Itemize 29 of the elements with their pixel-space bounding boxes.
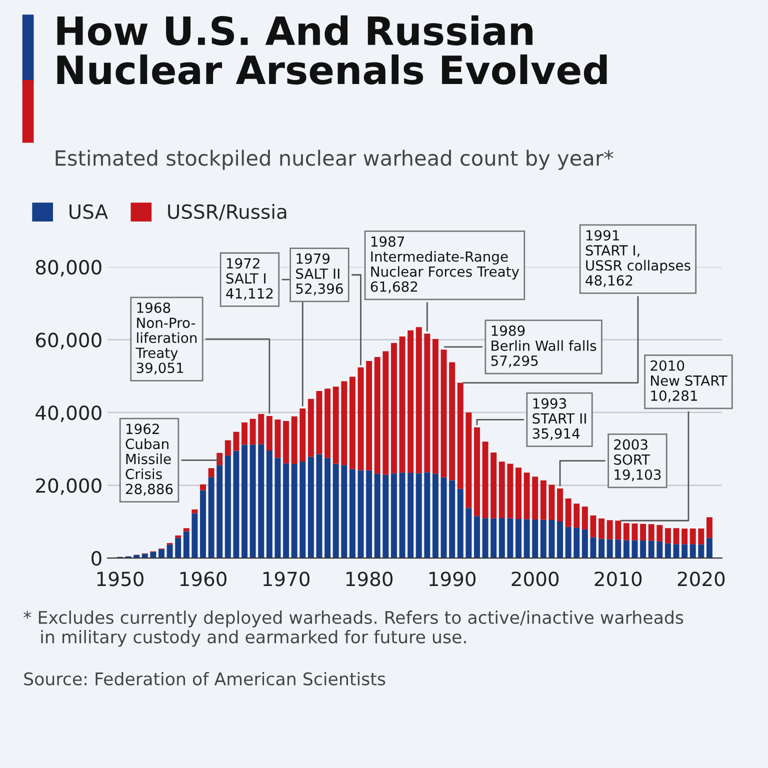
x-tick-label: 2000 [512,572,559,586]
y-tick-label: 0 [92,550,102,566]
annotation: 1979 SALT II 52,396 [296,253,343,296]
y-tick-label: 20,000 [36,478,102,495]
x-tick-label: 1980 [346,572,393,586]
annotation: 2003 SORT 19,103 [614,439,661,482]
x-tick-label: 2010 [594,572,642,586]
y-tick-label: 40,000 [36,405,102,422]
annotation: 1972 SALT I 41,112 [226,258,273,300]
legend-label: USSR/Russia [168,204,286,221]
annotation: 1962 Cuban Missile Crisis 28,886 [126,424,173,496]
y-tick-label: 80,000 [36,260,102,277]
text: * Excludes currently deployed warheads. Refers to active/inactive warheads in military custody and earmarked for future use. [24,610,684,647]
x-tick-label: 2020 [678,572,725,586]
annotation: 1968 Non-Pro- liferation Treaty 39,051 [136,302,197,375]
chart-title: How U.S. And Russian Nuclear Arsenals Evolved [57,15,607,85]
x-tick-label: 1970 [263,572,310,586]
annotation: 1987 Intermediate-Range Nuclear Forces Treaty 61,682 [370,236,520,294]
chart-subtitle: Estimated stockpiled nuclear warhead count by year* [56,150,614,170]
x-tick-label: 1990 [429,572,476,586]
x-tick-label: 1950 [97,572,144,586]
annotation: 1993 START II 35,914 [532,398,586,440]
annotation: 1991 START I, USSR collapses 48,162 [586,230,690,288]
y-tick-label: 60,000 [36,332,102,350]
annotation: 2010 New START 10,281 [650,360,728,402]
source-note: Source: Federation of American Scientists [24,672,386,686]
x-tick-label: 1960 [180,572,226,586]
legend-label: USA [70,204,108,219]
annotation: 1989 Berlin Wall falls 57,295 [491,325,596,368]
